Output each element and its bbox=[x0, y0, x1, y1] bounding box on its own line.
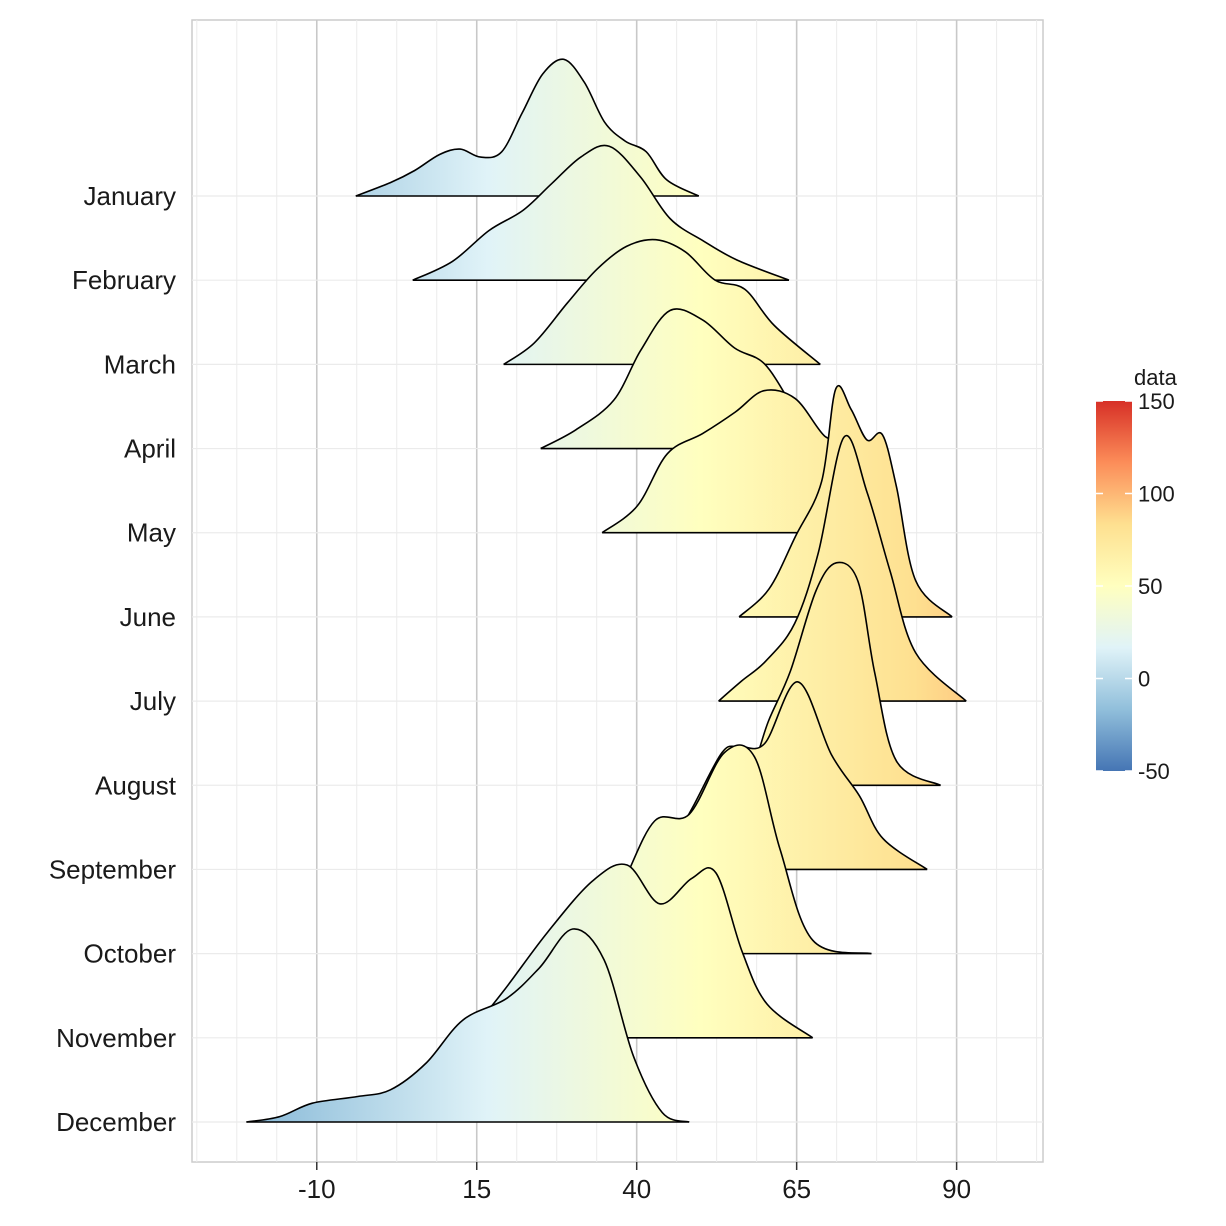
legend-tick-label: -50 bbox=[1138, 759, 1170, 784]
x-axis: -10 15 40 65 90 bbox=[298, 1162, 971, 1204]
ridge-outline bbox=[503, 238, 821, 366]
ridge-area bbox=[602, 389, 880, 533]
y-tick-label: November bbox=[56, 1023, 176, 1053]
y-tick-label: April bbox=[124, 434, 176, 464]
legend-tick-label: 0 bbox=[1138, 667, 1150, 692]
ridge-december bbox=[246, 928, 690, 1123]
y-tick-label: December bbox=[56, 1107, 176, 1137]
y-tick-label: August bbox=[95, 770, 177, 800]
ridge-outline bbox=[657, 681, 928, 871]
x-tick-label: 40 bbox=[622, 1174, 651, 1204]
ridge-outline bbox=[246, 928, 690, 1123]
y-tick-label: July bbox=[130, 686, 176, 716]
legend-title: data bbox=[1134, 365, 1178, 390]
ridge-area bbox=[503, 239, 821, 365]
legend-tick-label: 100 bbox=[1138, 482, 1175, 507]
x-tick-label: -10 bbox=[298, 1174, 336, 1204]
ridge-outline bbox=[355, 58, 700, 197]
x-tick-label: 65 bbox=[782, 1174, 811, 1204]
y-tick-label: October bbox=[84, 939, 177, 969]
y-tick-label: March bbox=[104, 349, 176, 379]
y-tick-label: September bbox=[49, 854, 177, 884]
ridge-outline bbox=[412, 144, 790, 281]
x-tick-label: 15 bbox=[462, 1174, 491, 1204]
y-tick-label: January bbox=[84, 181, 177, 211]
y-tick-label: May bbox=[127, 518, 176, 548]
ridge-area bbox=[246, 928, 690, 1122]
y-tick-label: February bbox=[72, 265, 176, 295]
ridge-outline bbox=[718, 434, 967, 702]
y-tick-label: June bbox=[120, 602, 176, 632]
ridge-outline bbox=[738, 385, 953, 618]
ridge-outline bbox=[735, 561, 941, 787]
x-tick-label: 90 bbox=[942, 1174, 971, 1204]
ridge-area bbox=[412, 145, 789, 281]
ridges bbox=[246, 58, 967, 1123]
ridge-outline bbox=[465, 863, 814, 1039]
legend-tick-label: 150 bbox=[1138, 389, 1175, 414]
y-axis: January February March April May June July Augu… bbox=[49, 181, 177, 1137]
legend-tick-label: 50 bbox=[1138, 574, 1162, 599]
